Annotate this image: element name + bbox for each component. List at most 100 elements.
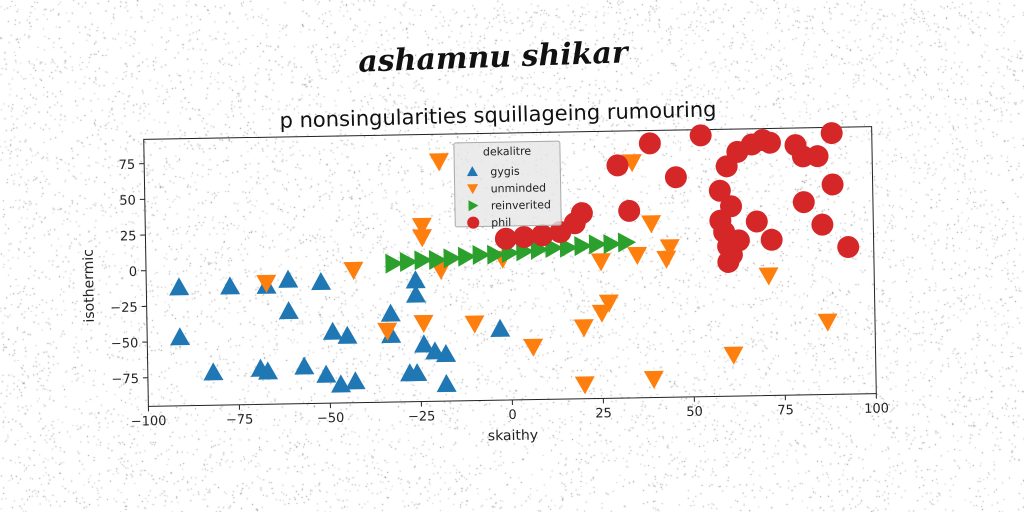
data-point-unminded — [641, 215, 662, 234]
legend-marker-unminded — [467, 184, 479, 195]
data-point-unminded — [758, 267, 779, 286]
data-point-gygis — [414, 334, 435, 353]
data-point-unminded — [411, 229, 432, 248]
y-tick-label: 50 — [119, 193, 136, 208]
data-point-unminded — [643, 370, 664, 389]
data-point-reinverited — [472, 245, 491, 266]
data-point-unminded — [411, 217, 432, 236]
data-point-unminded — [574, 376, 595, 395]
data-point-phil — [570, 202, 593, 225]
data-point-phil — [720, 195, 743, 218]
data-point-gygis — [203, 362, 224, 381]
legend-box — [453, 140, 562, 228]
data-point-gygis — [337, 325, 358, 344]
data-point-unminded — [428, 153, 449, 172]
x-tick-label: 75 — [777, 403, 794, 418]
plot-group: −100 −75 −50 −25 0 25 50 75 100 75 50 25 0 −25 −50 −75 s… — [81, 122, 889, 444]
data-point-gygis — [169, 277, 190, 296]
data-point-gygis — [311, 271, 332, 291]
data-point-phil — [792, 191, 815, 214]
legend-marker-reinverited — [468, 200, 479, 212]
data-point-gygis — [316, 364, 337, 383]
legend-label-gygis: gygis — [490, 165, 520, 179]
data-point-phil — [806, 145, 829, 168]
y-tick-label: 0 — [129, 265, 138, 280]
data-point-reinverited — [574, 236, 593, 257]
data-point-reinverited — [399, 251, 418, 272]
legend: dekalitre gygis unminded reinverited phil — [453, 140, 562, 229]
x-tick-label: 100 — [864, 401, 889, 416]
data-point-reinverited — [457, 246, 477, 267]
data-point-phil — [837, 236, 860, 259]
data-point-phil — [760, 228, 783, 251]
data-point-gygis — [258, 361, 279, 380]
data-point-reinverited — [443, 248, 462, 269]
data-point-phil — [717, 250, 740, 273]
data-point-gygis — [345, 371, 366, 390]
legend-label-unminded: unminded — [491, 181, 547, 195]
data-point-unminded — [590, 253, 611, 272]
data-point-unminded — [598, 294, 619, 313]
data-point-unminded — [256, 274, 277, 293]
y-tick-label: 75 — [119, 158, 136, 173]
series-reinverited — [385, 232, 637, 274]
data-point-phil — [638, 132, 661, 155]
data-point-unminded — [817, 313, 838, 332]
data-point-unminded — [621, 154, 642, 173]
data-point-gygis — [170, 327, 191, 346]
series-gygis — [169, 269, 511, 393]
data-point-reinverited — [530, 239, 549, 260]
data-point-gygis — [380, 303, 401, 322]
data-point-unminded — [413, 314, 434, 333]
data-point-phil — [708, 179, 731, 202]
data-point-gygis — [331, 374, 352, 393]
data-point-gygis — [278, 269, 299, 288]
data-point-unminded — [343, 261, 364, 280]
data-point-reinverited — [588, 234, 607, 255]
data-point-phil — [531, 224, 554, 247]
data-point-unminded — [591, 304, 612, 323]
data-point-unminded — [723, 346, 744, 365]
y-tick-label: 25 — [120, 229, 137, 244]
data-point-phil — [689, 124, 712, 147]
data-point-phil — [821, 173, 844, 196]
data-point-unminded — [377, 322, 398, 341]
data-point-unminded — [573, 319, 594, 338]
data-point-unminded — [464, 315, 485, 334]
data-point-unminded — [523, 338, 544, 357]
data-point-reinverited — [559, 237, 578, 258]
series-phil — [494, 122, 860, 273]
x-tick-label: −75 — [226, 413, 254, 428]
data-point-gygis — [405, 284, 426, 303]
data-point-reinverited — [414, 250, 433, 271]
data-point-unminded — [656, 250, 677, 269]
x-tick-label: 25 — [595, 406, 612, 421]
data-point-gygis — [220, 276, 241, 295]
data-point-phil — [758, 131, 781, 154]
handwritten-title: ashamnu shikar — [358, 35, 631, 79]
legend-title: dekalitre — [483, 145, 532, 159]
data-point-phil — [745, 210, 768, 233]
data-point-phil — [811, 213, 834, 236]
data-point-reinverited — [603, 234, 622, 255]
data-point-phil — [727, 229, 750, 252]
x-tick-label: 50 — [686, 405, 703, 420]
legend-label-phil: phil — [491, 216, 511, 229]
data-point-phil — [494, 227, 517, 250]
data-point-phil — [618, 199, 641, 222]
data-point-reinverited — [428, 250, 448, 271]
data-point-unminded — [627, 246, 648, 265]
data-point-phil — [664, 166, 687, 189]
data-point-gygis — [294, 356, 315, 375]
x-tick-label: −100 — [131, 414, 167, 430]
data-point-phil — [820, 122, 843, 145]
legend-marker-phil — [467, 216, 480, 229]
plot-area: −100 −75 −50 −25 0 25 50 75 100 75 50 25 0 −25 −50 −75 s… — [81, 122, 889, 444]
chart-title: p nonsingularities squillageing rumourin… — [279, 97, 716, 132]
data-point-phil — [606, 154, 629, 177]
data-point-phil — [513, 225, 536, 248]
data-point-reinverited — [385, 253, 404, 274]
data-point-gygis — [490, 318, 511, 337]
